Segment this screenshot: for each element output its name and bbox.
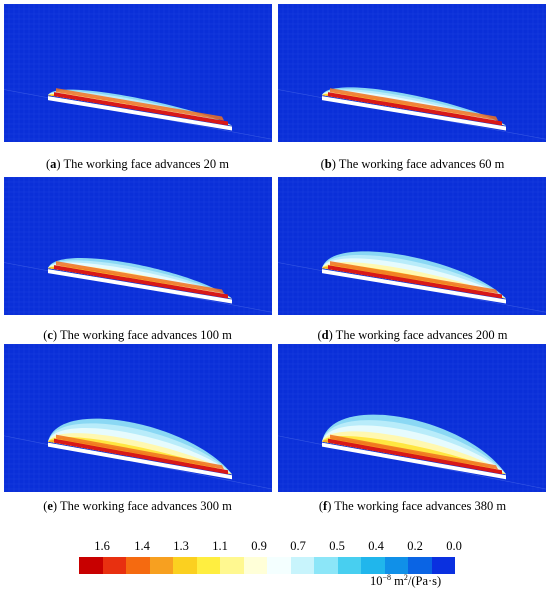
colorbar-tick: 0.2 (407, 539, 423, 553)
fracture-zone (48, 418, 232, 480)
colorbar-cell (408, 557, 432, 574)
colorbar-tick: 0.4 (368, 539, 384, 553)
model-background (278, 177, 546, 315)
colorbar-tick: 1.6 (94, 539, 110, 553)
colorbar-cell (126, 557, 150, 574)
fracture-zone (322, 87, 506, 131)
colorbar-cell (267, 557, 291, 574)
permeability-plot-f (278, 344, 546, 492)
colorbar-cell (290, 557, 314, 574)
caption-d: (d) The working face advances 200 m (317, 328, 508, 342)
fracture-zone (48, 88, 232, 131)
panel-b (278, 4, 546, 142)
colorbar-cell (173, 557, 197, 574)
panel-e (4, 344, 272, 492)
caption-c: (c) The working face advances 100 m (43, 328, 232, 342)
colorbar-cell (361, 557, 385, 574)
colorbar-cell (384, 557, 408, 574)
model-background (4, 4, 272, 142)
panel-a (4, 4, 272, 142)
permeability-plot-b (278, 4, 546, 142)
colorbar-tick: 1.3 (173, 539, 189, 553)
caption-f: (f) The working face advances 380 m (318, 499, 507, 513)
colorbar-tick: 0.7 (290, 539, 306, 553)
colorbar-tick: 0.0 (446, 539, 462, 553)
panel-d (278, 177, 546, 315)
panel-c (4, 177, 272, 315)
colorbar (79, 557, 455, 574)
model-background (4, 177, 272, 315)
permeability-plot-d (278, 177, 546, 315)
model-background (278, 4, 546, 142)
colorbar-tick: 0.5 (329, 539, 345, 553)
colorbar-cell (314, 557, 338, 574)
caption-b: (b) The working face advances 60 m (320, 157, 505, 171)
colorbar-cell (149, 557, 173, 574)
panel-f (278, 344, 546, 492)
fracture-zone (322, 251, 506, 304)
colorbar-cell (220, 557, 244, 574)
colorbar-cell (243, 557, 267, 574)
colorbar-cell (102, 557, 126, 574)
mesh-grid (278, 4, 546, 142)
caption-e: (e) The working face advances 300 m (43, 499, 232, 513)
fracture-zone (322, 414, 506, 480)
colorbar-tick: 0.9 (251, 539, 267, 553)
permeability-plot-e (4, 344, 272, 492)
fracture-zone (48, 258, 232, 304)
permeability-plot-a (4, 4, 272, 142)
colorbar-cell (431, 557, 455, 574)
caption-a: (a) The working face advances 20 m (45, 157, 230, 171)
model-background (4, 344, 272, 492)
colorbar-cell (79, 557, 103, 574)
colorbar-unit: 10−8 m2/(Pa·s) (370, 573, 442, 589)
colorbar-tick: 1.1 (212, 539, 228, 553)
colorbar-tick: 1.4 (134, 539, 150, 553)
colorbar-cell (337, 557, 361, 574)
permeability-plot-c (4, 177, 272, 315)
model-background (278, 344, 546, 492)
colorbar-cell (196, 557, 220, 574)
